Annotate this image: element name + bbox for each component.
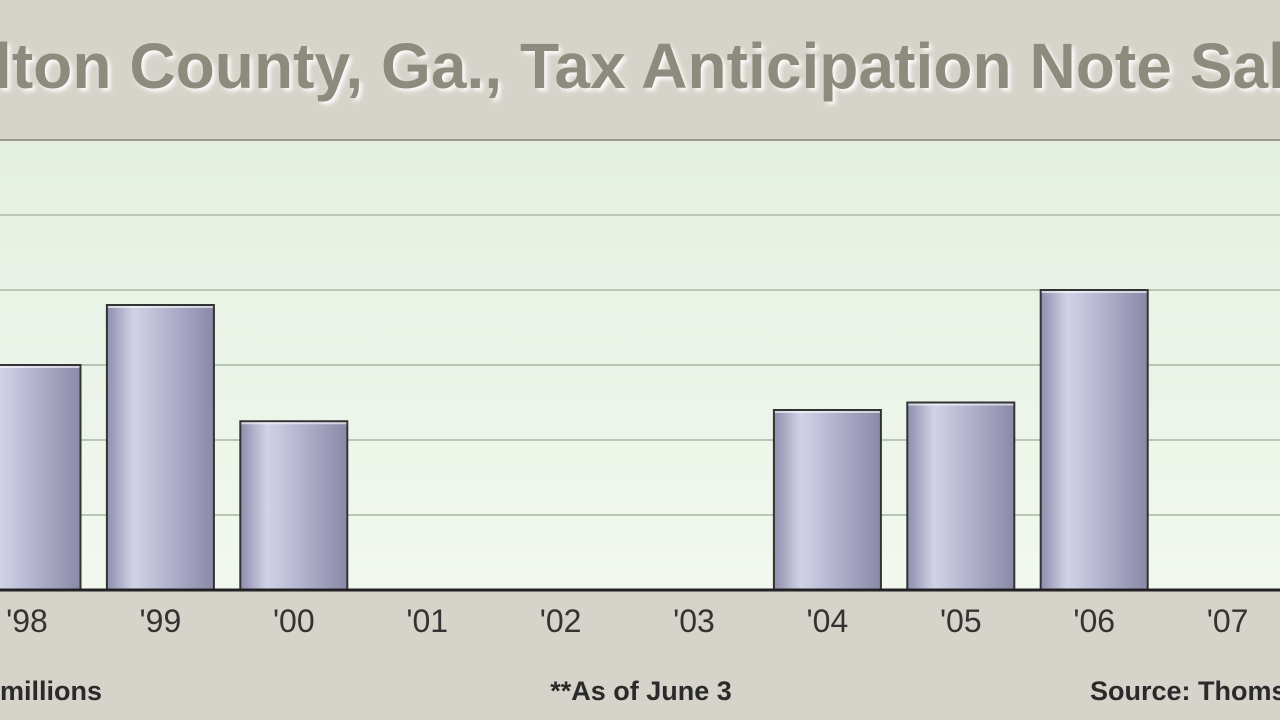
x-tick-label: '05 (940, 603, 982, 639)
x-tick-label: '99 (140, 603, 182, 639)
x-tick-label: '02 (540, 603, 582, 639)
x-tick-label: '01 (406, 603, 448, 639)
bar (906, 401, 1016, 591)
x-tick-label: '06 (1073, 603, 1115, 639)
x-tick-label: '00 (273, 603, 315, 639)
x-tick-label: '98 (6, 603, 48, 639)
x-tick-label: '04 (807, 603, 849, 639)
footnote: **As of June 3 (550, 676, 732, 706)
bar (1039, 289, 1149, 591)
unit-note: millions (0, 676, 102, 706)
bar (0, 364, 82, 591)
bar (772, 409, 882, 591)
bar (239, 420, 349, 591)
x-tick-label: '07 (1207, 603, 1249, 639)
chart-title: lton County, Ga., Tax Anticipation Note … (0, 30, 1280, 102)
source: Source: Thoms (1090, 676, 1280, 706)
x-tick-label: '03 (673, 603, 715, 639)
bar (105, 304, 215, 591)
